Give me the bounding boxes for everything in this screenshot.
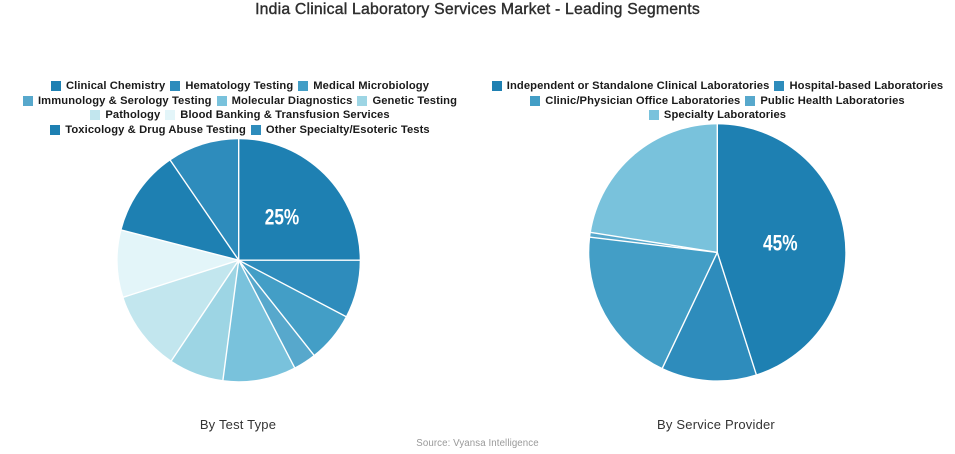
svg-text:45%: 45%	[763, 231, 798, 256]
svg-text:25%: 25%	[265, 204, 300, 229]
